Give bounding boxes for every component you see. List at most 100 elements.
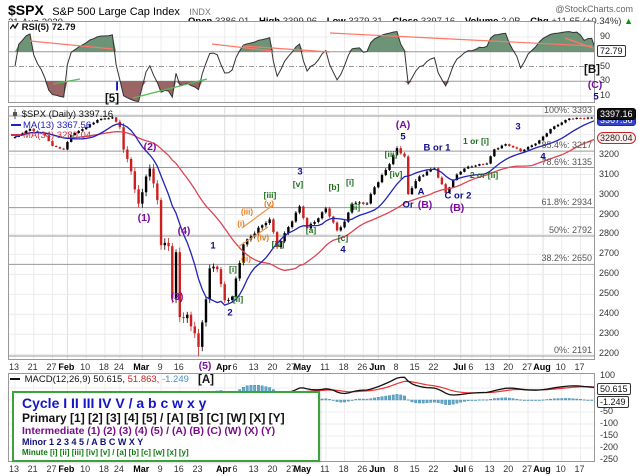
candle-body [365, 203, 369, 205]
x-axis-tick-macd: 16 [173, 464, 184, 474]
legend-minute: Minute [i] [ii] [iii] [iv] [v] / [a] [b]… [22, 448, 189, 457]
x-axis-tick-main: May [293, 362, 312, 372]
candle-body [167, 242, 170, 247]
candle-body [73, 133, 77, 136]
wave-label: (1) [137, 212, 151, 224]
x-axis-tick-macd: 27 [46, 464, 57, 474]
x-axis-tick-macd: 21 [27, 464, 38, 474]
x-axis-tick-macd: 13 [484, 464, 495, 474]
candle-body [305, 218, 309, 229]
candle-body [324, 208, 328, 213]
macd-histogram-bar [541, 399, 545, 401]
exchange-label: INDX [189, 7, 211, 17]
candle-body [92, 122, 95, 125]
macd-histogram-bar [384, 395, 388, 401]
ma13-line [14, 120, 594, 306]
wave-label: 5 [400, 131, 406, 143]
wave-label: [iv] [271, 239, 285, 249]
price-axis-label: 2200 [599, 348, 620, 359]
wave-label: (3) [170, 291, 184, 303]
macd-histogram-bar [414, 399, 418, 404]
ma34-swatch [11, 134, 21, 137]
candle-body [152, 168, 155, 184]
candle-body [410, 188, 414, 195]
candle-body [444, 184, 447, 193]
macd-axis-label: -100 [600, 418, 619, 428]
rsi-axis-label: 10 [600, 90, 611, 100]
x-axis-tick-main: 10 [80, 362, 91, 372]
macd-axis-label: -250 [600, 454, 619, 464]
macd-histogram-bar [496, 397, 500, 401]
candle-body [564, 119, 567, 123]
x-axis-tick-macd: Apr [215, 464, 232, 474]
ma34-legend-text: MA(34) 3280.04 [23, 130, 92, 141]
candle-body [560, 122, 563, 125]
macd-histogram-bar [369, 398, 373, 401]
x-axis-tick-macd: 15 [409, 464, 420, 474]
x-axis-tick-macd: 9 [157, 464, 163, 474]
candle-body [62, 148, 65, 150]
candle-body [451, 180, 455, 188]
x-axis-tick-main: 17 [574, 362, 585, 372]
x-axis-tick-main: Feb [58, 362, 75, 372]
wave-label: 3 [515, 121, 521, 133]
macd-histogram-bar [470, 399, 474, 401]
candle-body [399, 148, 402, 154]
candle-body [418, 176, 421, 182]
rsi-legend: RSI(5) 72.79 [10, 22, 76, 33]
macd-histogram-bar [324, 398, 328, 401]
macd-histogram-bar [530, 399, 534, 401]
rsi-overbought-fill [15, 31, 594, 52]
macd-histogram-bar [380, 396, 384, 401]
candle-body [298, 206, 301, 213]
wave-label: (iv) [257, 233, 269, 243]
x-axis-tick-macd: May [293, 464, 312, 474]
candle-body [204, 299, 208, 323]
candle-body [511, 145, 515, 148]
macd-histogram-bar [507, 397, 511, 401]
wave-label: 5 [593, 91, 599, 103]
macd-histogram-bar [504, 397, 507, 401]
wave-label: [v] [292, 179, 304, 189]
x-axis-tick-macd: Feb [58, 464, 75, 474]
price-legend-ma34: MA(34) 3280.04 [11, 130, 91, 141]
candle-body [504, 144, 507, 146]
candle-body [335, 222, 339, 231]
wave-label: 2 or [ii] [469, 170, 499, 180]
x-axis-tick-main: 26 [357, 362, 368, 372]
candle-body [242, 244, 245, 263]
macd-histogram-bar [373, 397, 376, 401]
rsi-legend-value: 72.79 [51, 22, 76, 33]
macd-histogram-bar [444, 399, 448, 405]
wave-label: [B] [584, 64, 600, 76]
macd-hist-value: -1.249 [161, 374, 189, 385]
x-axis-tick-macd: 8 [393, 464, 399, 474]
x-axis-tick-main: 10 [555, 362, 566, 372]
legend-primary: Primary [1] [2] [3] [4] [5] / [A] [B] [C… [22, 411, 285, 425]
candle-body [481, 164, 485, 166]
candle-body [384, 169, 387, 176]
x-axis-tick-main: Apr [215, 362, 232, 372]
macd-histogram-bar [350, 399, 354, 401]
wave-label: (2) [143, 141, 157, 153]
x-axis-tick-main: 18 [338, 362, 349, 372]
macd-histogram-bar [358, 398, 361, 401]
x-axis-tick-macd: 13 [248, 464, 259, 474]
candle-body [264, 223, 268, 226]
macd-histogram-bar [320, 398, 324, 401]
candle-body [369, 194, 372, 204]
candle-body [347, 212, 350, 222]
candle-body [43, 133, 47, 136]
macd-histogram-bar [376, 397, 380, 401]
x-axis-tick-macd: 6 [232, 464, 238, 474]
candle-body [133, 171, 137, 190]
wave-label: [A] [198, 374, 214, 386]
candle-body [586, 117, 590, 119]
macd-histogram-bar [579, 399, 582, 401]
price-axis-label: 2500 [599, 288, 620, 299]
x-axis-tick-macd: 24 [113, 464, 124, 474]
candle-body [583, 118, 586, 120]
wave-label: I [115, 78, 119, 94]
candle-body [440, 177, 444, 185]
price-plot [9, 107, 594, 359]
